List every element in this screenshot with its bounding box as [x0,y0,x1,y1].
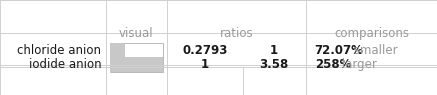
Text: ratios: ratios [220,27,253,40]
Text: smaller: smaller [350,44,398,57]
Bar [110,57,163,72]
Text: 72.07%: 72.07% [315,44,364,57]
Text: comparisons: comparisons [334,27,409,40]
Text: 1: 1 [270,44,278,57]
Text: iodide anion: iodide anion [29,58,101,71]
Text: 258%: 258% [315,58,351,71]
Text: chloride anion: chloride anion [17,44,101,57]
Bar [110,43,163,58]
Bar [110,43,125,58]
Text: visual: visual [119,27,154,40]
Bar [110,57,163,72]
Text: larger: larger [338,58,377,71]
Text: 3.58: 3.58 [260,58,289,71]
Text: 1: 1 [201,58,209,71]
Text: 0.2793: 0.2793 [182,44,227,57]
